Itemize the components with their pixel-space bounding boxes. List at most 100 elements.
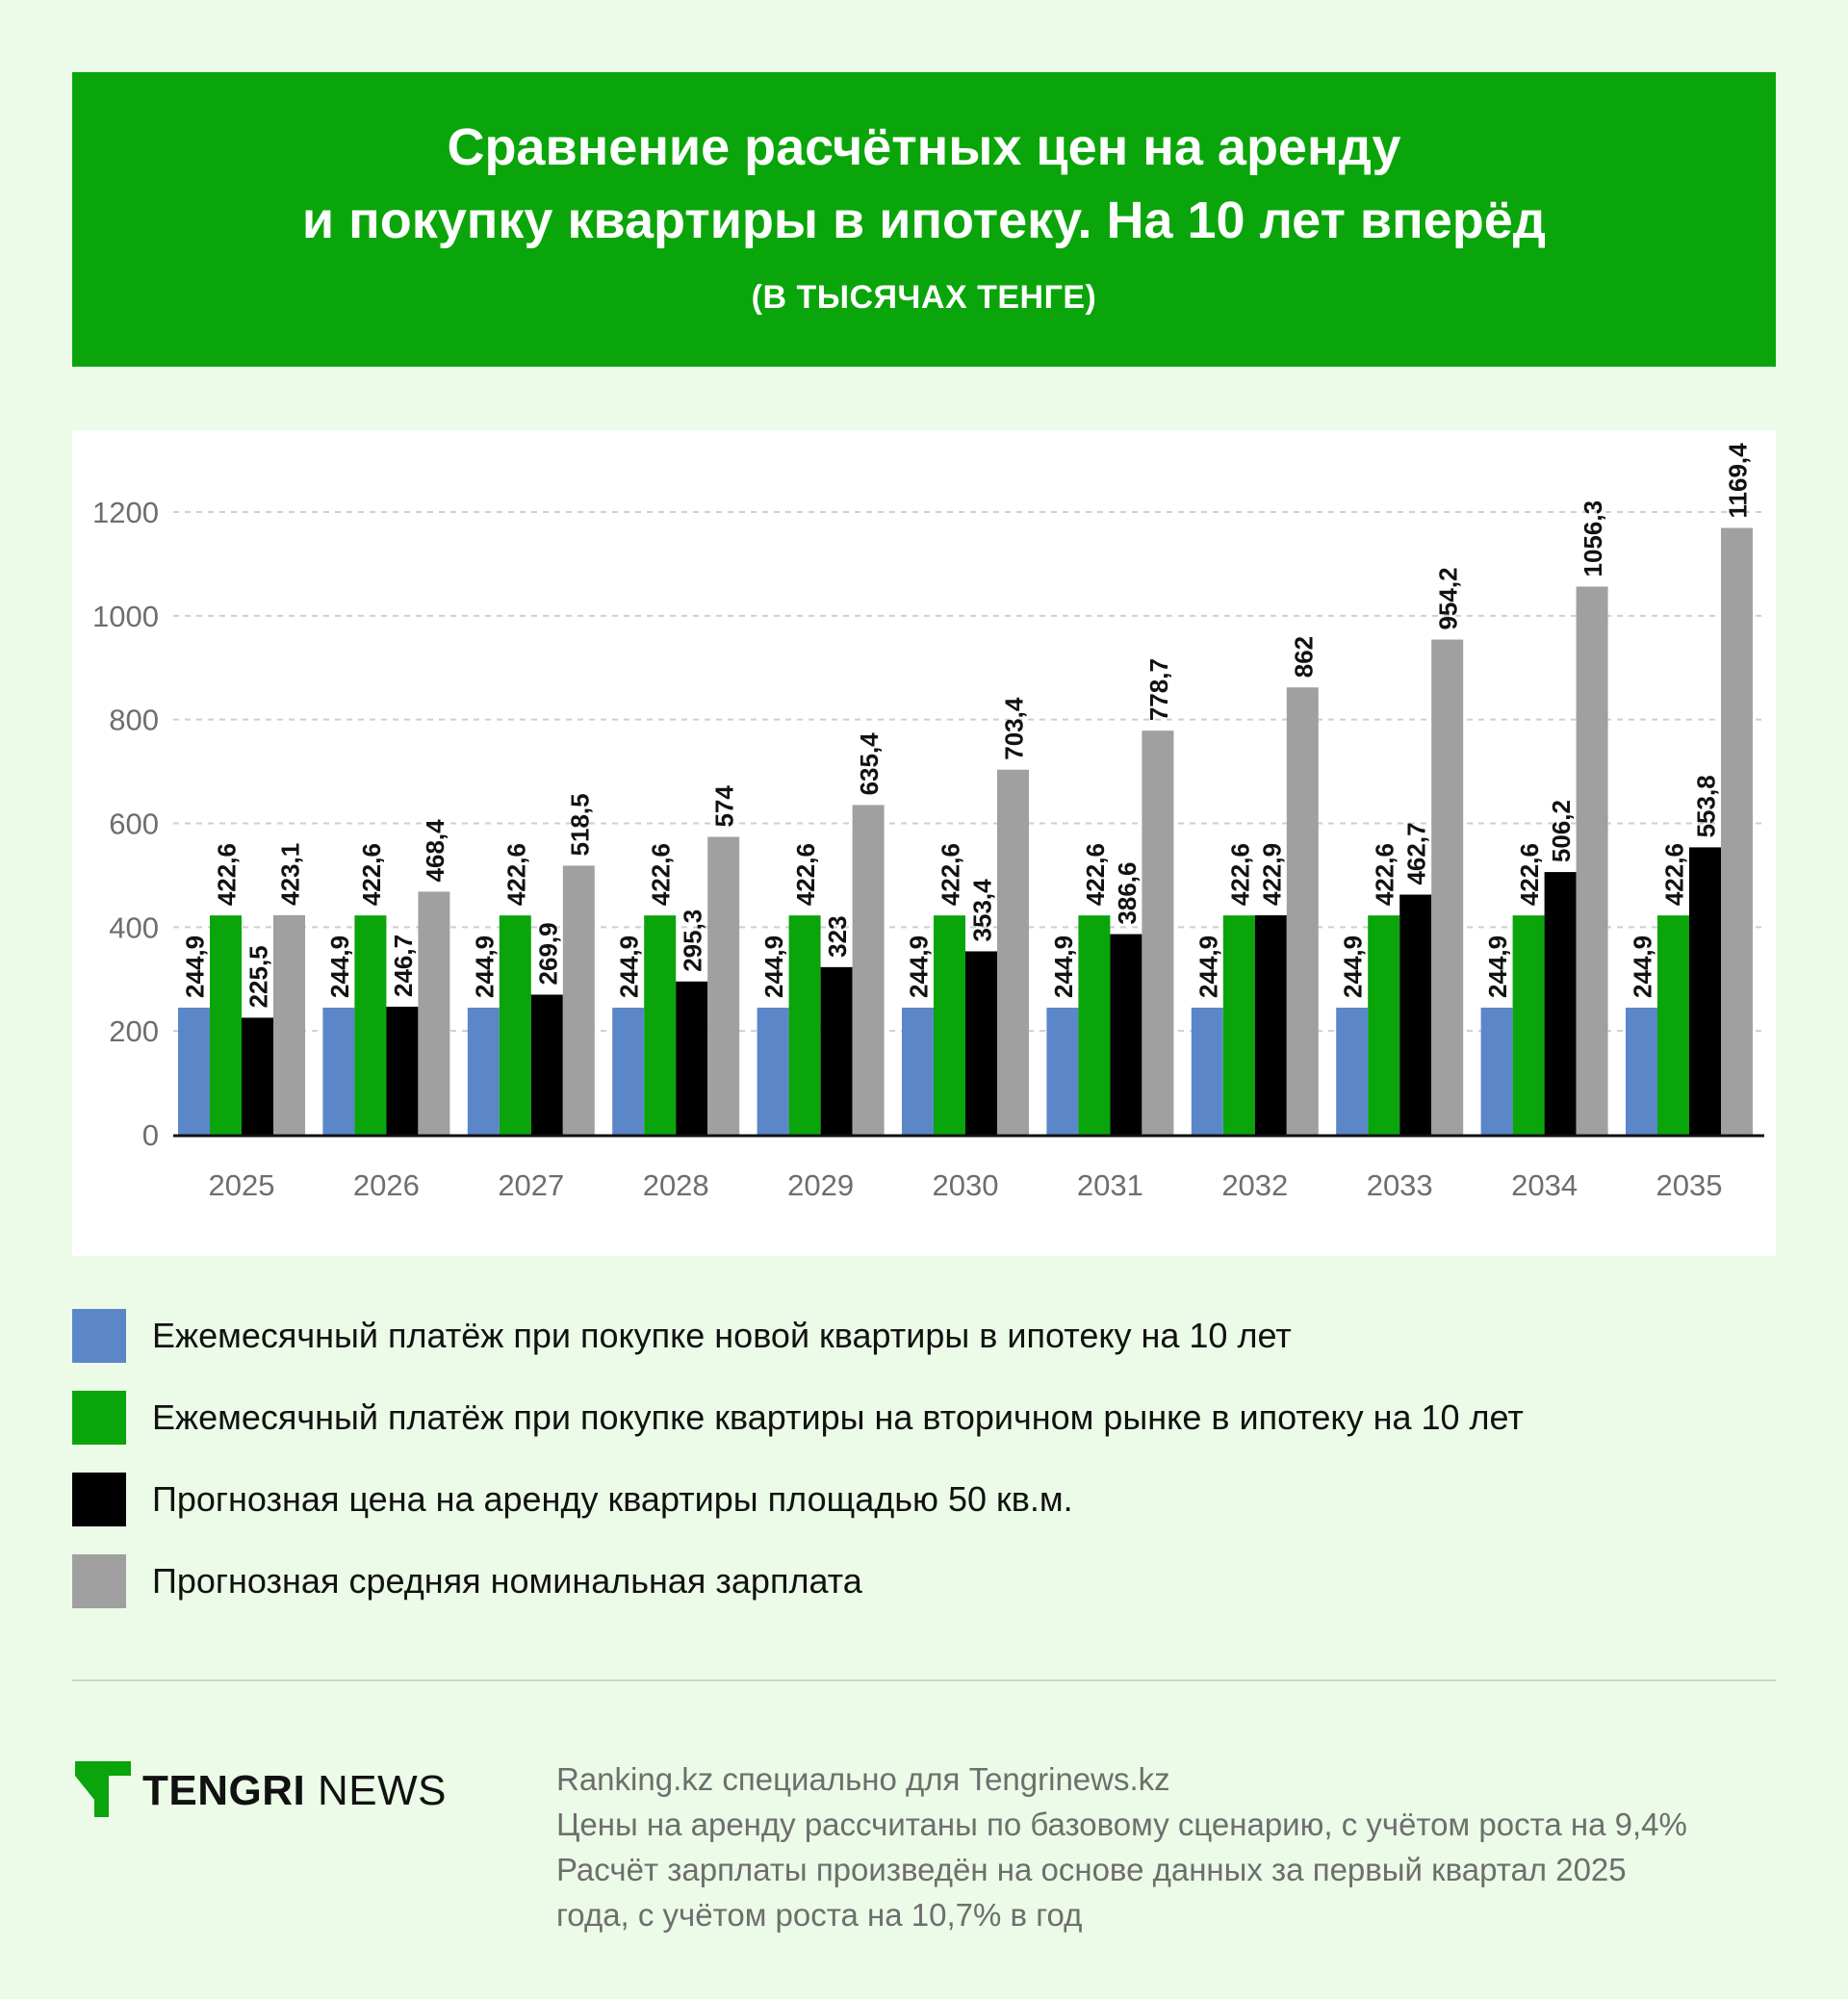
y-tick-label: 1000 <box>92 600 159 633</box>
x-tick-label: 2035 <box>1656 1168 1723 1202</box>
bar <box>902 1007 934 1135</box>
data-label: 323 <box>823 915 852 957</box>
data-label: 244,9 <box>1483 935 1512 998</box>
x-tick-label: 2032 <box>1221 1168 1288 1202</box>
tengri-news-logo: TENGRI NEWS <box>75 1761 479 1819</box>
bar <box>1576 586 1608 1135</box>
data-label: 422,6 <box>647 843 676 906</box>
data-label: 244,9 <box>470 935 499 998</box>
data-label: 244,9 <box>905 935 934 998</box>
data-label: 422,6 <box>501 843 530 906</box>
bar <box>499 915 531 1135</box>
data-label: 386,6 <box>1113 861 1142 924</box>
bar <box>788 915 821 1135</box>
data-label: 468,4 <box>421 819 449 883</box>
legend-item-new-mortgage: Ежемесячный платёж при покупке новой ква… <box>72 1309 1776 1363</box>
x-tick-label: 2028 <box>643 1168 709 1202</box>
data-label: 422,6 <box>1081 843 1110 906</box>
data-label: 269,9 <box>533 922 562 985</box>
bar <box>1689 847 1721 1135</box>
data-label: 635,4 <box>855 732 884 796</box>
legend-label-rent: Прогнозная цена на аренду квартиры площа… <box>152 1479 1073 1519</box>
title-line-2: и покупку квартиры в ипотеку. На 10 лет … <box>301 192 1547 249</box>
x-tick-label: 2034 <box>1511 1168 1578 1202</box>
data-label: 422,6 <box>1225 843 1254 906</box>
header-banner: Сравнение расчётных цен на аренду и поку… <box>72 72 1776 367</box>
source-line: Ranking.kz специально для Tengrinews.kz <box>556 1761 1170 1797</box>
x-tick-label: 2026 <box>353 1168 420 1202</box>
y-tick-label: 600 <box>109 807 159 841</box>
legend-label-secondary-mortgage: Ежемесячный платёж при покупке квартиры … <box>152 1397 1524 1437</box>
data-label: 244,9 <box>181 935 210 998</box>
data-label: 244,9 <box>1194 935 1222 998</box>
x-tick-label: 2031 <box>1077 1168 1143 1202</box>
logo-light: NEWS <box>317 1767 447 1814</box>
data-label: 225,5 <box>244 945 273 1008</box>
chart-card: 0 200 400 600 800 1000 1200 244,9 422,6 225,5 423,… <box>72 430 1776 1256</box>
data-label: 246,7 <box>389 935 418 997</box>
bar <box>1336 1007 1369 1135</box>
legend-item-rent: Прогнозная цена на аренду квартиры площа… <box>72 1473 1776 1526</box>
bar <box>1544 872 1577 1135</box>
data-label: 703,4 <box>1000 697 1029 760</box>
source-line: года, с учётом роста на 10,7% в год <box>556 1897 1083 1933</box>
bar <box>1399 894 1432 1135</box>
bar <box>467 1007 500 1135</box>
source-notes: Ranking.kz специально для Tengrinews.kz … <box>556 1756 1769 1937</box>
bar <box>1191 1007 1223 1135</box>
data-label: 462,7 <box>1402 822 1431 884</box>
x-tick-label: 2029 <box>787 1168 854 1202</box>
logo-wordmark: TENGRI NEWS <box>142 1767 447 1815</box>
data-label: 244,9 <box>1049 935 1078 998</box>
bar <box>612 1007 645 1135</box>
bar <box>1286 687 1319 1135</box>
data-label: 954,2 <box>1434 567 1463 629</box>
bar <box>1110 934 1142 1135</box>
y-tick-label: 800 <box>109 704 159 737</box>
legend-swatch-salary <box>72 1554 126 1608</box>
data-label: 1056,3 <box>1578 500 1607 577</box>
data-label: 422,6 <box>791 843 820 906</box>
bar <box>707 836 740 1135</box>
data-label: 244,9 <box>615 935 644 998</box>
x-tick-label: 2033 <box>1367 1168 1433 1202</box>
title-line-1: Сравнение расчётных цен на аренду <box>447 118 1401 176</box>
data-label: 422,6 <box>1660 843 1689 906</box>
legend-item-secondary-mortgage: Ежемесячный платёж при покупке квартиры … <box>72 1391 1776 1445</box>
data-label: 518,5 <box>565 793 594 856</box>
y-tick-label: 0 <box>142 1118 159 1152</box>
bar <box>934 915 965 1135</box>
data-label: 244,9 <box>759 935 788 998</box>
bar <box>1222 915 1255 1135</box>
footer-divider <box>72 1679 1776 1681</box>
data-label: 778,7 <box>1144 658 1173 721</box>
y-tick-label: 400 <box>109 910 159 944</box>
logo-bold: TENGRI <box>142 1767 306 1814</box>
source-line: Цены на аренду рассчитаны по базовому сц… <box>556 1807 1687 1842</box>
legend-swatch-rent <box>72 1473 126 1526</box>
bar <box>322 1007 355 1135</box>
x-tick-label: 2030 <box>933 1168 999 1202</box>
legend-item-salary: Прогнозная средняя номинальная зарплата <box>72 1554 1776 1608</box>
bar <box>418 891 450 1135</box>
data-label: 244,9 <box>1629 935 1657 998</box>
bar <box>273 914 305 1135</box>
bar <box>1626 1007 1657 1135</box>
legend-swatch-secondary-mortgage <box>72 1391 126 1445</box>
bar <box>1657 915 1689 1135</box>
data-label: 422,6 <box>213 843 242 906</box>
data-label: 422,6 <box>937 843 965 906</box>
bar <box>210 915 242 1135</box>
bar <box>1046 1007 1079 1135</box>
legend-label-salary: Прогнозная средняя номинальная зарплата <box>152 1561 862 1601</box>
chart-title: Сравнение расчётных цен на аренду и поку… <box>72 111 1776 257</box>
bar <box>178 1007 210 1135</box>
legend-swatch-new-mortgage <box>72 1309 126 1363</box>
bar <box>1480 1007 1513 1135</box>
data-label: 422,6 <box>1371 843 1399 906</box>
bar <box>530 994 563 1135</box>
bar <box>1721 527 1753 1135</box>
data-label: 423,1 <box>276 843 305 906</box>
bar <box>965 951 997 1135</box>
data-label: 422,9 <box>1257 843 1286 906</box>
